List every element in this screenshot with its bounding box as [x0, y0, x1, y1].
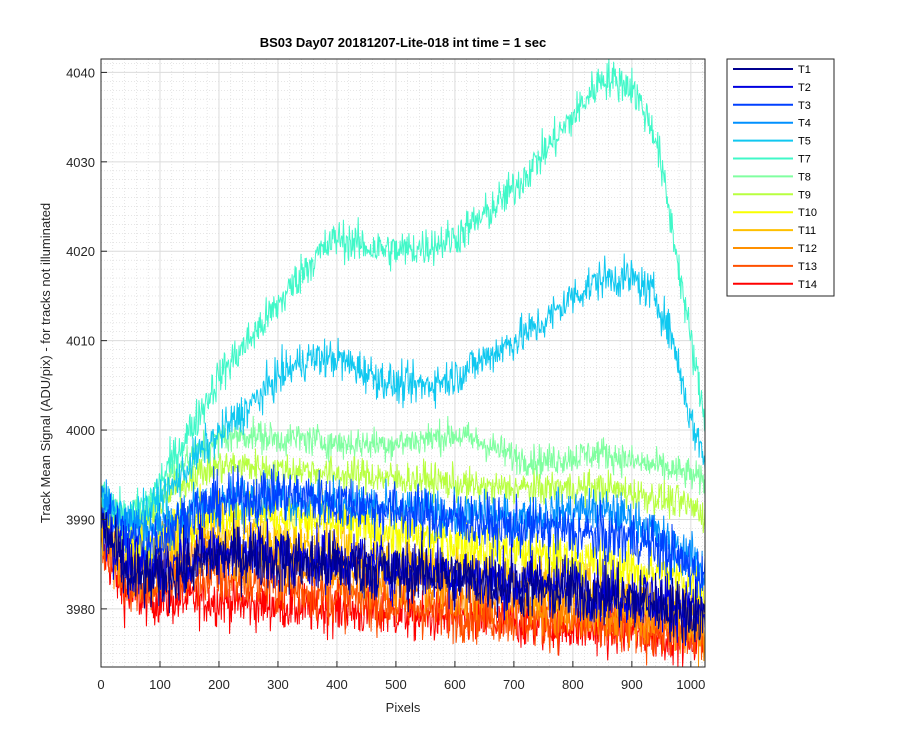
y-tick-label: 4040 — [66, 65, 95, 80]
legend-label-t1: T1 — [798, 64, 811, 76]
x-tick-label: 400 — [326, 677, 348, 692]
legend-label-t13: T13 — [798, 261, 817, 273]
series-line-t5 — [100, 253, 706, 536]
chart-title: BS03 Day07 20181207-Lite-018 int time = … — [260, 35, 547, 50]
legend-box — [726, 58, 835, 297]
x-tick-label: 600 — [444, 677, 466, 692]
x-tick-label: 900 — [621, 677, 643, 692]
ticks-layer: 0 100 200 300 400 500 600 700 800 900 1000 3980 3990… — [66, 65, 705, 692]
legend-label-t11: T11 — [798, 225, 816, 237]
legend-label-t2: T2 — [798, 82, 811, 94]
x-tick-label: 800 — [562, 677, 584, 692]
y-tick-label: 4020 — [66, 244, 95, 259]
y-tick-label: 4000 — [66, 423, 95, 438]
x-tick-label: 100 — [149, 677, 171, 692]
legend-label-t12: T12 — [798, 243, 817, 255]
legend-label-t5: T5 — [798, 136, 811, 148]
x-tick-label: 300 — [267, 677, 289, 692]
legend-label-t3: T3 — [798, 100, 811, 112]
series-line-t9 — [100, 448, 706, 552]
legend-label-t7: T7 — [798, 154, 811, 166]
x-tick-label: 1000 — [676, 677, 705, 692]
plot-area-border — [100, 58, 706, 668]
legend-label-t10: T10 — [798, 207, 817, 219]
legend: T1 T2 T3 T4 T5 T7 T8 T9 T10 T11 T12 T13 T14 — [726, 58, 835, 297]
legend-items: T1 T2 T3 T4 T5 T7 T8 T9 T10 T11 T12 T13 T14 — [733, 64, 817, 291]
series-line-t3 — [100, 464, 706, 599]
legend-label-t14: T14 — [798, 279, 817, 291]
y-tick-label: 3980 — [66, 602, 95, 617]
y-tick-label: 4030 — [66, 155, 95, 170]
legend-label-t8: T8 — [798, 171, 811, 183]
x-tick-label: 500 — [385, 677, 407, 692]
x-axis-label: Pixels — [386, 700, 421, 715]
legend-label-t9: T9 — [798, 189, 811, 201]
x-tick-label: 0 — [97, 677, 104, 692]
y-tick-label: 4010 — [66, 334, 95, 349]
series-line-t1 — [100, 498, 706, 644]
series-line-t7 — [100, 59, 706, 532]
legend-label-t4: T4 — [798, 118, 811, 130]
series-line-t8 — [100, 415, 706, 533]
x-tick-label: 700 — [503, 677, 525, 692]
y-tick-label: 3990 — [66, 512, 95, 527]
y-axis-label: Track Mean Signal (ADU/pix) - for tracks… — [38, 203, 53, 523]
x-tick-label: 200 — [208, 677, 230, 692]
series-layer — [100, 59, 706, 668]
